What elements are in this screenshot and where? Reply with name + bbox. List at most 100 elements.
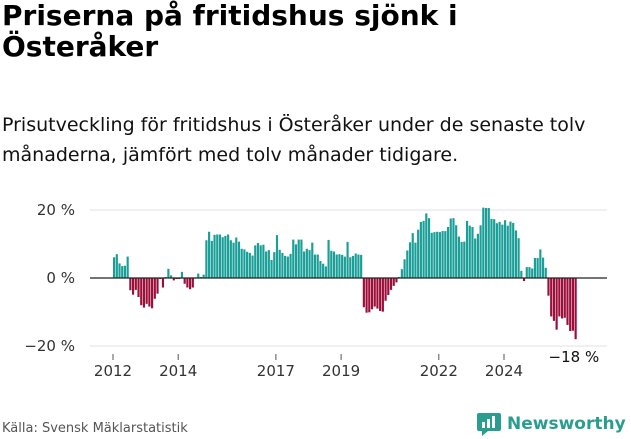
brand-name: Newsworthy — [507, 414, 626, 434]
bar — [278, 249, 281, 278]
bar — [436, 231, 439, 278]
bar — [539, 249, 542, 278]
bar — [224, 235, 227, 278]
bar — [474, 238, 477, 278]
bar — [430, 232, 433, 278]
bar — [284, 255, 287, 278]
bar — [254, 245, 257, 278]
bar — [156, 278, 159, 294]
y-tick-label: −20 % — [24, 337, 75, 355]
bar — [256, 242, 260, 278]
bar — [142, 278, 146, 308]
bar — [129, 278, 132, 291]
bar — [503, 220, 507, 278]
bar — [571, 278, 575, 331]
bar — [490, 218, 493, 278]
bar — [482, 207, 485, 278]
bar — [455, 225, 458, 278]
bar — [246, 251, 249, 278]
bar — [569, 278, 572, 332]
bar — [170, 275, 173, 278]
bar — [186, 278, 189, 288]
x-tick-label: 2019 — [322, 362, 360, 380]
bar — [509, 221, 512, 278]
bar — [259, 245, 262, 278]
bar — [536, 257, 539, 278]
bar — [414, 242, 417, 278]
bar — [544, 267, 547, 278]
bar — [408, 242, 412, 278]
bar — [550, 278, 553, 317]
bar — [232, 242, 235, 278]
bar — [161, 278, 165, 288]
bar — [531, 268, 534, 278]
bar — [498, 221, 501, 278]
bar — [384, 278, 387, 301]
x-tick-label: 2022 — [420, 362, 458, 380]
bar — [265, 251, 268, 278]
bar — [113, 257, 116, 278]
bar — [547, 278, 550, 296]
bar — [452, 218, 455, 278]
bar — [362, 278, 365, 308]
bar — [172, 278, 175, 281]
bar — [213, 234, 216, 278]
bar — [248, 252, 251, 278]
bar — [341, 254, 344, 278]
bar — [555, 278, 558, 330]
bar — [294, 244, 298, 278]
bar — [501, 224, 504, 278]
y-tick-label: 0 % — [46, 269, 75, 287]
bar — [281, 252, 284, 278]
x-tick-label: 2024 — [485, 362, 523, 380]
bar — [365, 278, 368, 313]
bar — [132, 278, 135, 295]
bar — [525, 267, 528, 278]
bar — [563, 278, 566, 318]
x-tick-label: 2014 — [159, 362, 197, 380]
bar — [433, 232, 436, 278]
bar — [183, 278, 186, 284]
bar — [357, 254, 360, 278]
bar — [145, 278, 148, 304]
bar — [406, 250, 409, 278]
bar — [338, 254, 341, 278]
bar — [493, 219, 496, 278]
bar — [286, 256, 289, 278]
bar — [275, 235, 279, 278]
y-tick-label: 20 % — [37, 201, 75, 219]
bar — [354, 253, 357, 278]
bar — [395, 278, 398, 283]
bar — [400, 269, 403, 278]
bar — [273, 252, 276, 278]
bar — [153, 278, 156, 299]
bar — [373, 278, 376, 307]
bar — [167, 268, 170, 278]
bar — [487, 207, 490, 278]
bar — [134, 278, 137, 290]
newsworthy-logo-icon — [477, 413, 501, 436]
bar — [332, 251, 336, 278]
bar — [484, 207, 488, 278]
bar — [471, 227, 474, 278]
bar — [270, 259, 273, 278]
bar — [316, 254, 319, 278]
bar — [123, 265, 127, 278]
bar — [126, 256, 129, 278]
bar — [522, 278, 526, 282]
bar — [560, 278, 564, 319]
gridlines — [90, 209, 607, 347]
bar — [267, 250, 270, 278]
bar — [346, 241, 349, 278]
bar — [118, 263, 121, 278]
bar — [243, 249, 246, 278]
bar — [311, 242, 314, 278]
bar — [422, 220, 425, 278]
bar — [262, 244, 265, 278]
bar — [417, 229, 420, 278]
bar — [444, 231, 447, 278]
bar — [208, 231, 211, 278]
bar — [210, 240, 213, 278]
bar — [438, 232, 441, 278]
bar — [468, 225, 471, 278]
